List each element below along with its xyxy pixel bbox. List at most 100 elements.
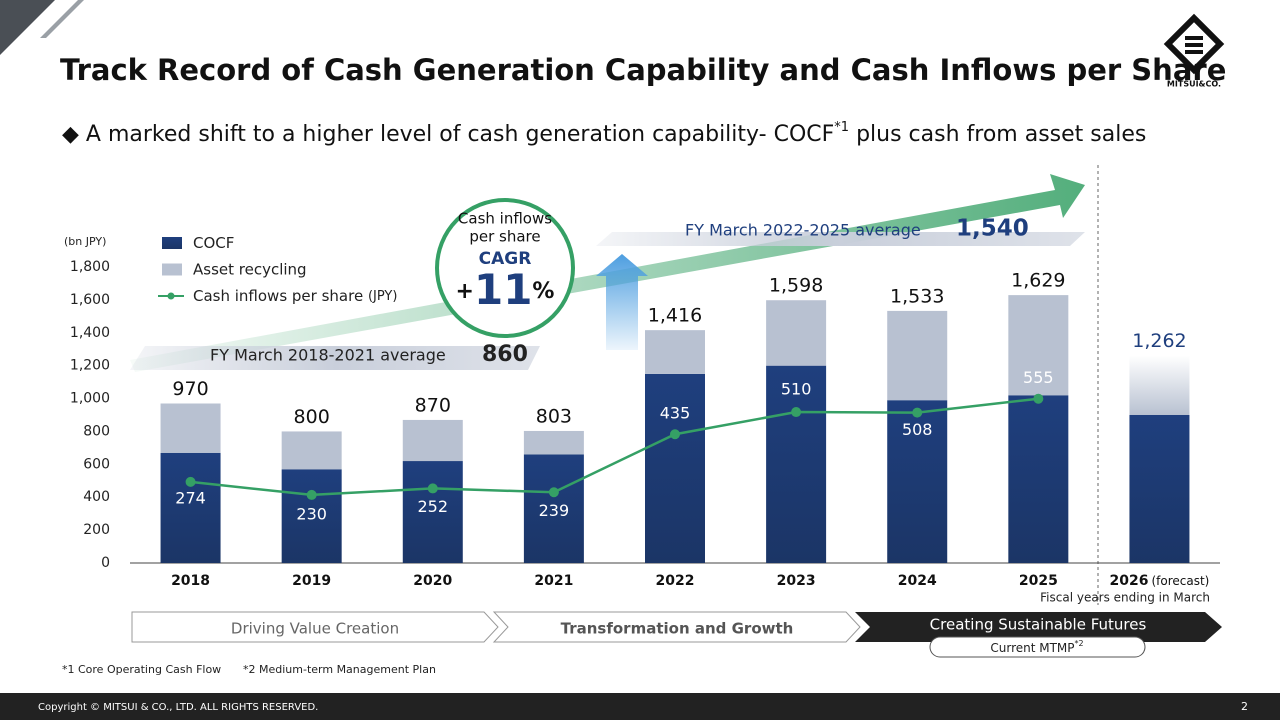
bar-segment [645,330,705,374]
x-tick-label: 2019 [292,573,331,589]
unit-label: (bn JPY) [64,235,106,248]
category: 2021 [534,573,573,589]
bar-segment [1008,395,1069,563]
subtitle-rest: plus cash from asset sales [849,122,1146,147]
bar-segment [402,461,463,563]
line-value-label: 239 [539,501,570,520]
subtitle-sup: *1 [834,120,849,135]
bar-segment [402,419,463,462]
callout-number: 11 [474,265,532,314]
x-tick-label: 2024 [898,573,937,589]
line-point [670,429,680,440]
copyright: Copyright © MITSUI & CO., LTD. ALL RIGHT… [38,702,318,713]
line-value-label: 510 [781,380,812,399]
legend-name: Asset recycling [193,260,307,278]
bar-segment [281,469,342,563]
line-point [912,407,923,418]
total-label: 1,598 [769,275,823,297]
forecast-note: (forecast) [1151,574,1209,588]
y-tick-label: 1,000 [70,391,110,407]
line-point [548,487,559,498]
page-number: 2 [1241,700,1248,713]
bar-segment [766,300,827,366]
total-label: 970 [172,378,208,400]
average-label: FY March 2022-2025 average [685,221,921,240]
category: 2018 [171,573,210,589]
y-tick-label: 800 [83,423,110,439]
line-value-label: 555 [1023,368,1054,387]
footnote: *1 Core Operating Cash Flow [62,663,221,676]
total-label: 1,629 [1011,270,1065,292]
phase-chevron [492,611,861,643]
title: Track Record of Cash Generation Capabili… [60,53,1226,87]
y-tick-label: 400 [83,489,110,505]
category: 2022 [656,573,695,589]
line-value-label: 508 [902,420,933,439]
category: 2019 [292,573,331,589]
legend-label: Cash inflows per share (JPY) [193,287,397,305]
mtmp-sup: *2 [1075,639,1084,648]
average-banner [130,346,540,370]
line-point [791,407,802,418]
logo: MITSUI&CO. [1163,13,1225,89]
total-label: 1,416 [648,305,702,327]
footnote: *2 Medium-term Management Plan [243,663,436,676]
average-value: 860 [482,342,528,367]
y-tick-label: 1,400 [70,325,110,341]
y-tick-label: 0 [101,555,110,571]
x-tick-label: 2022 [656,573,695,589]
subtitle-text: A marked shift to a higher level of cash… [86,122,834,147]
mtmp-text: Current MTMP [990,641,1074,655]
legend-name: Cash inflows per share [193,287,363,305]
bar-segment [645,373,705,563]
category: 2020 [413,573,452,589]
x-tick-label: 2018 [171,573,210,589]
legend-label: COCF [193,234,234,252]
category: 2024 [898,573,937,589]
x-tick-label: 2021 [534,573,573,589]
average-banner [596,232,1085,246]
x-tick-label: 2025 [1019,573,1058,589]
y-tick-label: 1,800 [70,259,110,275]
bar-segment [160,452,221,563]
callout-line: Cash inflows [458,210,552,228]
line-value-label: 435 [660,404,691,423]
bar-segment [1129,415,1190,563]
legend-swatch [162,263,182,276]
bar-segment [887,400,948,563]
category: 2026 [1110,573,1149,589]
line-point [427,483,438,494]
callout-label: CAGR [479,249,532,269]
x-tick-label: 2023 [777,573,816,589]
legend-unit: (JPY) [368,289,397,304]
callout-value: +11% [456,265,555,314]
logo-text: MITSUI&CO. [1167,80,1221,89]
bar-segment [281,431,342,470]
x-tick-label: 2020 [413,573,452,589]
callout-line: per share [469,228,540,246]
x-tick-label: 2026 (forecast) [1110,573,1210,589]
phase-chevron [131,611,499,643]
total-label: 1,262 [1132,330,1186,352]
category: 2023 [777,573,816,589]
y-tick-label: 1,600 [70,292,110,308]
mtmp: Current MTMP*2 [990,639,1083,655]
up-arrow [596,254,648,350]
legend-label: Asset recycling [193,260,307,278]
corner-decoration [0,0,55,55]
total-label: 870 [415,394,451,416]
callout-unit: % [532,279,554,304]
bar-segment [766,365,827,563]
phase-label: Transformation and Growth [561,620,794,638]
legend-name: COCF [193,234,234,252]
phase-chevron [855,612,1222,642]
mtmp-pill [929,636,1146,658]
phase-label: Driving Value Creation [231,620,399,638]
bar-segment [1129,355,1190,415]
callout: Cash inflows per share CAGR +11% [435,198,575,338]
line-point [185,476,196,487]
subtitle: ◆ A marked shift to a higher level of ca… [62,120,1146,148]
y-tick-label: 200 [83,522,110,538]
footer-bar [0,693,1280,720]
